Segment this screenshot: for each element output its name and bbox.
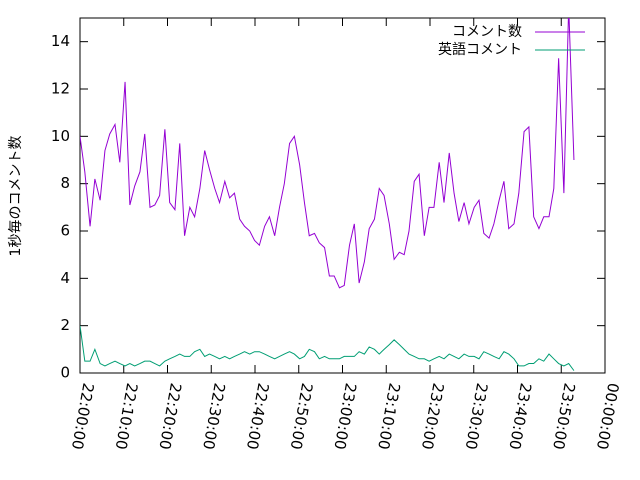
x-tick-label: 00:00:00 bbox=[593, 382, 622, 451]
x-tick-label: 22:10:00 bbox=[112, 382, 141, 451]
x-tick-label: 22:40:00 bbox=[243, 382, 272, 451]
series-line bbox=[80, 325, 575, 371]
y-tick-label: 4 bbox=[60, 269, 70, 287]
x-tick-label: 23:30:00 bbox=[462, 382, 491, 451]
x-tick-label: 23:50:00 bbox=[549, 382, 578, 451]
y-tick-label: 12 bbox=[51, 80, 70, 98]
x-tick-label: 22:00:00 bbox=[68, 382, 97, 451]
legend-label: 英語コメント bbox=[438, 41, 522, 58]
x-tick-label: 23:40:00 bbox=[505, 382, 534, 451]
y-tick-label: 6 bbox=[60, 222, 70, 240]
x-tick-label: 23:10:00 bbox=[374, 382, 403, 451]
y-tick-label: 2 bbox=[60, 316, 70, 334]
series-line bbox=[80, 18, 575, 289]
x-tick-label: 23:00:00 bbox=[330, 382, 359, 451]
x-tick-label: 22:50:00 bbox=[287, 382, 316, 451]
plot-border bbox=[79, 17, 606, 374]
legend-label: コメント数 bbox=[452, 24, 522, 40]
y-tick-label: 8 bbox=[60, 174, 70, 192]
x-tick-label: 22:20:00 bbox=[155, 382, 184, 451]
y-tick-label: 14 bbox=[51, 32, 70, 50]
y-tick-label: 10 bbox=[51, 127, 70, 145]
plot-lines bbox=[80, 18, 575, 371]
x-tick-label: 23:20:00 bbox=[418, 382, 447, 451]
y-axis-label: 1秒毎のコメント数 bbox=[8, 136, 24, 257]
x-tick-label: 22:30:00 bbox=[199, 382, 228, 451]
y-tick-label: 0 bbox=[60, 364, 70, 382]
